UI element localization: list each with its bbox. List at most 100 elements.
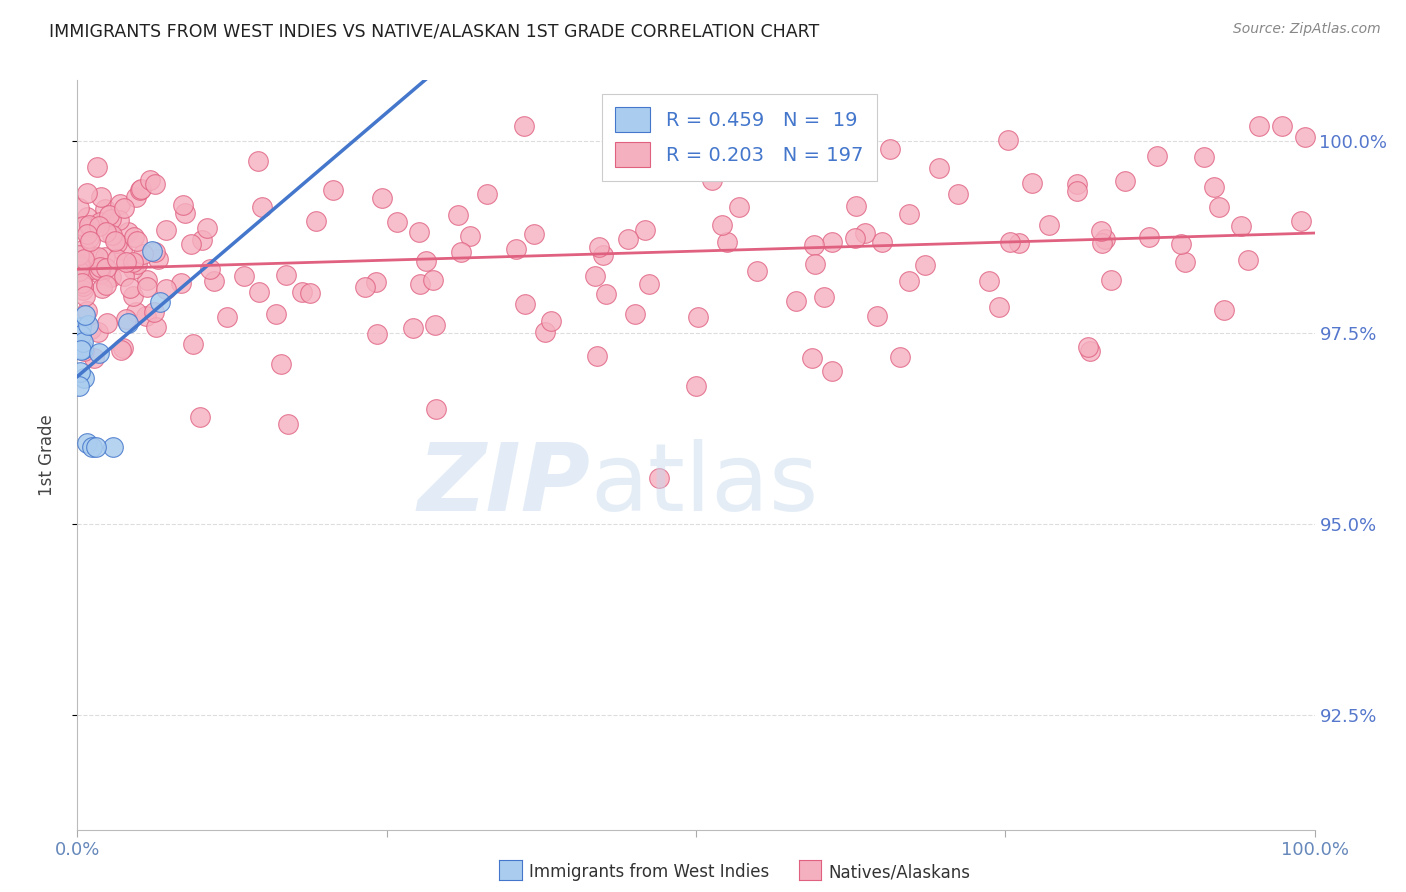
Point <box>898 207 921 221</box>
Point <box>143 244 166 259</box>
Text: Source: ZipAtlas.com: Source: ZipAtlas.com <box>1233 22 1381 37</box>
Point <box>73 252 96 267</box>
Point <box>136 273 159 287</box>
Point <box>84 440 107 454</box>
Point <box>96 317 118 331</box>
Point <box>105 235 128 250</box>
Point <box>889 350 911 364</box>
Point <box>797 135 820 149</box>
Point <box>110 343 132 358</box>
Point <box>1000 235 1022 249</box>
Point <box>128 183 150 197</box>
Point <box>366 327 388 342</box>
Point <box>252 200 274 214</box>
Point <box>87 219 110 234</box>
Point <box>148 252 170 266</box>
Point <box>710 218 733 232</box>
Point <box>512 119 534 133</box>
Point <box>155 223 177 237</box>
Point <box>215 310 238 325</box>
Point <box>174 206 197 220</box>
Point <box>447 208 470 222</box>
Point <box>69 259 91 273</box>
Point <box>354 280 377 294</box>
Point <box>588 240 610 254</box>
Point <box>120 281 142 295</box>
Point <box>101 440 124 454</box>
Point <box>76 227 98 241</box>
Point <box>67 248 90 262</box>
Point <box>274 268 297 283</box>
Point <box>80 322 103 336</box>
Point <box>1090 224 1112 238</box>
Point <box>80 261 103 276</box>
Point <box>121 262 143 277</box>
Point <box>87 345 110 359</box>
Point <box>70 342 93 356</box>
Point <box>534 325 557 339</box>
Point <box>89 267 111 281</box>
Point <box>70 343 93 357</box>
Point <box>914 258 936 272</box>
Legend: R = 0.459   N =  19, R = 0.203   N = 197: R = 0.459 N = 19, R = 0.203 N = 197 <box>602 94 877 181</box>
Text: atlas: atlas <box>591 439 820 531</box>
Point <box>94 250 117 264</box>
Point <box>80 220 103 235</box>
Point <box>72 279 94 293</box>
Point <box>69 365 91 379</box>
Point <box>1114 174 1136 188</box>
Point <box>409 277 432 291</box>
Point <box>122 289 145 303</box>
Point <box>415 253 437 268</box>
Point <box>870 235 893 249</box>
Point <box>948 186 970 201</box>
Point <box>1091 235 1114 250</box>
Point <box>422 273 444 287</box>
Point <box>76 303 98 318</box>
Point <box>1170 237 1192 252</box>
Point <box>125 304 148 318</box>
Point <box>1237 253 1260 268</box>
Point <box>728 200 751 214</box>
Point <box>246 153 269 168</box>
Point <box>879 142 901 156</box>
Point <box>595 287 617 301</box>
Point <box>188 409 211 424</box>
Point <box>70 327 93 342</box>
Point <box>979 274 1001 288</box>
Point <box>69 320 91 334</box>
Point <box>94 225 117 239</box>
Point <box>108 213 131 227</box>
Point <box>638 277 661 292</box>
Text: Natives/Alaskans: Natives/Alaskans <box>828 863 970 881</box>
Point <box>96 260 118 275</box>
Point <box>820 235 842 249</box>
Point <box>450 244 472 259</box>
Point <box>688 310 710 324</box>
Point <box>716 235 738 250</box>
Point <box>1066 177 1088 191</box>
Point <box>821 364 844 378</box>
Point <box>129 182 152 196</box>
Point <box>371 191 394 205</box>
Point <box>195 220 218 235</box>
Point <box>135 279 157 293</box>
Point <box>114 202 136 216</box>
Point <box>72 343 94 357</box>
Point <box>247 285 270 300</box>
Point <box>190 233 212 247</box>
Point <box>121 255 143 269</box>
Point <box>1008 236 1031 251</box>
Text: Immigrants from West Indies: Immigrants from West Indies <box>529 863 769 881</box>
Point <box>898 274 921 288</box>
Point <box>86 325 108 339</box>
Point <box>844 231 866 245</box>
Point <box>1212 303 1234 318</box>
Point <box>181 336 204 351</box>
Point <box>100 269 122 284</box>
Point <box>634 222 657 236</box>
Point <box>82 440 104 454</box>
Point <box>1230 219 1253 233</box>
Y-axis label: 1st Grade: 1st Grade <box>38 414 56 496</box>
Point <box>141 244 163 259</box>
